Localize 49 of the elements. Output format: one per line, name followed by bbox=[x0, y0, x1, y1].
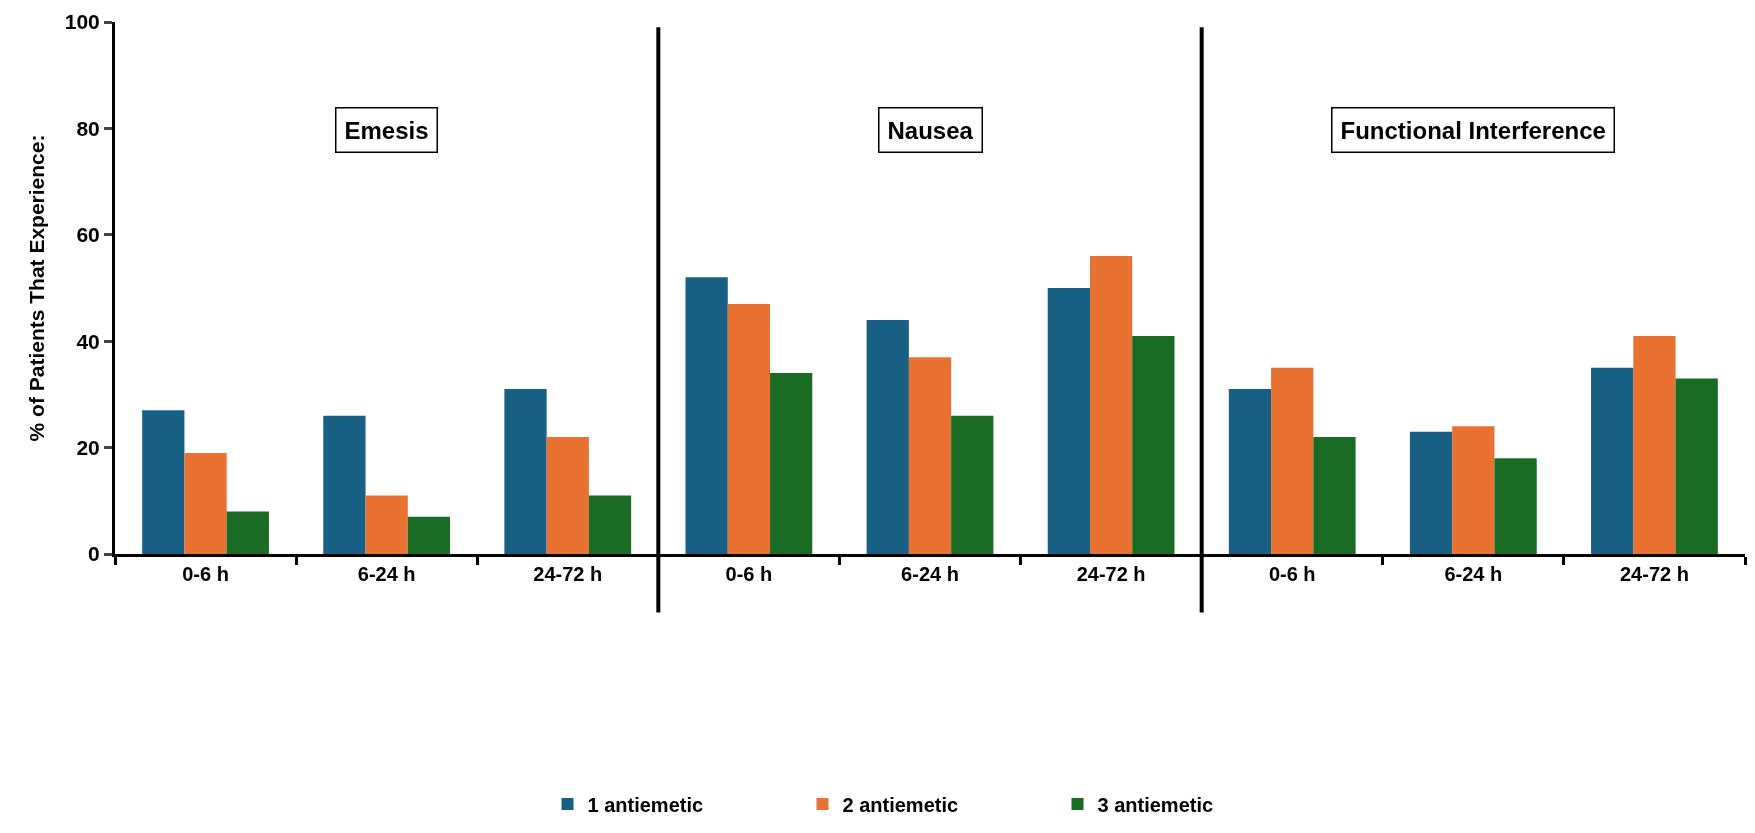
bar bbox=[323, 415, 366, 554]
bar bbox=[365, 495, 408, 554]
annotation: Functional Interference bbox=[1340, 116, 1606, 144]
bar bbox=[1271, 367, 1314, 554]
bar bbox=[1047, 288, 1090, 554]
bar bbox=[1089, 256, 1133, 554]
annotation: Nausea bbox=[887, 116, 974, 144]
y-tick-label: 20 bbox=[76, 435, 100, 459]
bar bbox=[226, 511, 269, 554]
y-tick-label: 80 bbox=[76, 116, 100, 140]
x-tick-label: 0-6 h bbox=[725, 563, 773, 585]
bar bbox=[588, 495, 632, 554]
bar bbox=[727, 303, 771, 554]
y-tick-label: 0 bbox=[88, 542, 100, 566]
bar bbox=[1132, 335, 1175, 554]
y-tick-label: 40 bbox=[76, 329, 100, 353]
bar bbox=[908, 357, 952, 554]
legend-label: 1 antiemetic bbox=[587, 793, 704, 816]
x-tick-label: 24-72 h bbox=[1076, 563, 1146, 585]
annotation: Emesis bbox=[344, 116, 429, 144]
legend-label: 2 antiemetic bbox=[842, 793, 959, 816]
x-tick-label: 0-6 h bbox=[182, 563, 229, 585]
bar bbox=[407, 516, 451, 554]
bar bbox=[685, 277, 728, 554]
bar bbox=[1452, 426, 1495, 554]
bar bbox=[951, 415, 994, 554]
bar bbox=[1494, 458, 1537, 554]
x-tick-label: 0-6 h bbox=[1268, 563, 1316, 585]
bar bbox=[1633, 335, 1676, 554]
x-tick-label: 24-72 h bbox=[533, 563, 603, 585]
bar bbox=[1675, 378, 1718, 554]
bar bbox=[1228, 389, 1272, 554]
x-tick-label: 6-24 h bbox=[901, 563, 959, 585]
bar bbox=[866, 319, 909, 554]
x-tick-label: 6-24 h bbox=[357, 563, 416, 585]
y-tick-label: 100 bbox=[64, 10, 100, 34]
bar bbox=[504, 389, 547, 554]
bar bbox=[142, 410, 185, 554]
legend-label: 3 antiemetic bbox=[1097, 793, 1214, 816]
x-tick-label: 6-24 h bbox=[1444, 563, 1503, 585]
x-tick-label: 24-72 h bbox=[1619, 563, 1689, 585]
bar bbox=[1591, 367, 1634, 554]
bar bbox=[770, 373, 813, 554]
bar bbox=[1409, 431, 1453, 554]
y-tick-label: 60 bbox=[76, 223, 100, 247]
bar bbox=[546, 436, 589, 554]
bar bbox=[184, 452, 227, 554]
y-axis-title: % of Patients That Experience: bbox=[24, 134, 48, 442]
bar bbox=[1313, 436, 1356, 554]
